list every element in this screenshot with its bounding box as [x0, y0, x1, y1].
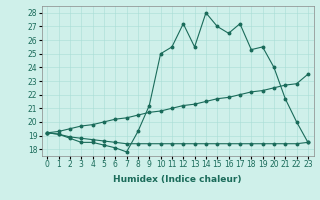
X-axis label: Humidex (Indice chaleur): Humidex (Indice chaleur)	[113, 175, 242, 184]
